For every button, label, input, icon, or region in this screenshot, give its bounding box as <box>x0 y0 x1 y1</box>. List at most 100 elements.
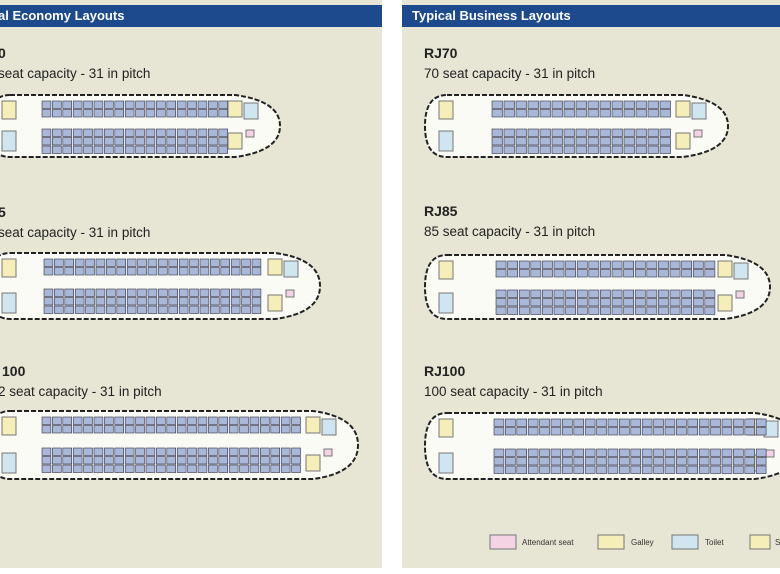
seat <box>646 306 658 315</box>
seat <box>270 425 280 434</box>
seat <box>692 289 704 298</box>
seat <box>145 416 156 425</box>
seat <box>669 306 681 315</box>
seat <box>93 137 104 146</box>
seat <box>72 100 83 109</box>
seat <box>551 109 563 118</box>
seat <box>733 448 744 457</box>
seat <box>664 448 676 457</box>
seat <box>41 145 52 154</box>
seat <box>563 137 575 146</box>
seat <box>228 464 239 473</box>
seat <box>124 109 135 118</box>
seat <box>187 416 197 425</box>
seat <box>551 128 563 137</box>
aircraft-plan <box>0 252 322 320</box>
seat <box>187 137 197 146</box>
seat <box>251 288 262 297</box>
seat <box>147 305 158 314</box>
seat <box>550 427 562 436</box>
seat <box>187 109 197 118</box>
seat <box>210 305 220 314</box>
seat <box>646 289 658 298</box>
seat <box>230 288 241 297</box>
seat <box>550 457 562 466</box>
seat <box>653 448 664 457</box>
seat <box>197 109 208 118</box>
seat <box>641 427 653 436</box>
seat <box>54 288 64 297</box>
seat <box>505 457 516 466</box>
seat <box>553 306 565 315</box>
seat <box>565 269 576 278</box>
seat <box>646 298 658 307</box>
seat <box>505 448 516 457</box>
seat <box>527 145 539 154</box>
seat <box>114 425 125 434</box>
seat <box>565 298 576 307</box>
seat <box>291 425 301 434</box>
seat <box>539 457 550 466</box>
toilet <box>691 102 707 120</box>
seat <box>659 145 671 154</box>
seat <box>145 100 156 109</box>
seat <box>721 465 733 474</box>
seat <box>530 289 542 298</box>
seat <box>596 465 607 474</box>
galley <box>267 294 283 312</box>
seat <box>43 267 54 276</box>
seat <box>611 137 623 146</box>
seat <box>64 305 75 314</box>
seat <box>495 298 507 307</box>
seat <box>516 418 527 427</box>
seat <box>744 418 755 427</box>
seat <box>573 427 584 436</box>
seat <box>596 457 607 466</box>
seat <box>630 457 641 466</box>
seat <box>145 109 156 118</box>
seat <box>199 297 210 306</box>
seat <box>704 306 716 315</box>
seat <box>137 305 147 314</box>
seat <box>576 269 588 278</box>
aircraft-plan <box>0 94 282 158</box>
seat <box>527 100 539 109</box>
seat <box>676 418 687 427</box>
seat <box>208 416 218 425</box>
toilet <box>438 452 454 474</box>
seat <box>176 425 187 434</box>
seat <box>158 258 168 267</box>
seat <box>495 289 507 298</box>
seat <box>54 297 64 306</box>
seat <box>85 305 95 314</box>
galley <box>305 454 321 472</box>
seat <box>755 448 767 457</box>
seat <box>114 100 125 109</box>
toilet <box>438 130 454 152</box>
seat <box>43 288 54 297</box>
galley <box>1 100 17 120</box>
seat <box>64 258 75 267</box>
seat <box>106 258 116 267</box>
seat <box>527 137 539 146</box>
aircraft-plan <box>423 254 772 320</box>
seat <box>218 425 229 434</box>
seat <box>575 128 587 137</box>
seat <box>270 416 280 425</box>
seat <box>280 456 291 465</box>
seat <box>669 269 681 278</box>
seat <box>565 260 576 269</box>
seat <box>228 416 239 425</box>
seat <box>553 298 565 307</box>
seat <box>158 305 168 314</box>
seat <box>647 137 659 146</box>
aircraft-plan <box>0 410 360 480</box>
seat <box>168 258 179 267</box>
seat <box>653 457 664 466</box>
seat <box>515 145 527 154</box>
seat <box>260 456 270 465</box>
seat <box>270 464 280 473</box>
seat <box>239 456 249 465</box>
seat <box>41 464 52 473</box>
seat <box>135 464 145 473</box>
